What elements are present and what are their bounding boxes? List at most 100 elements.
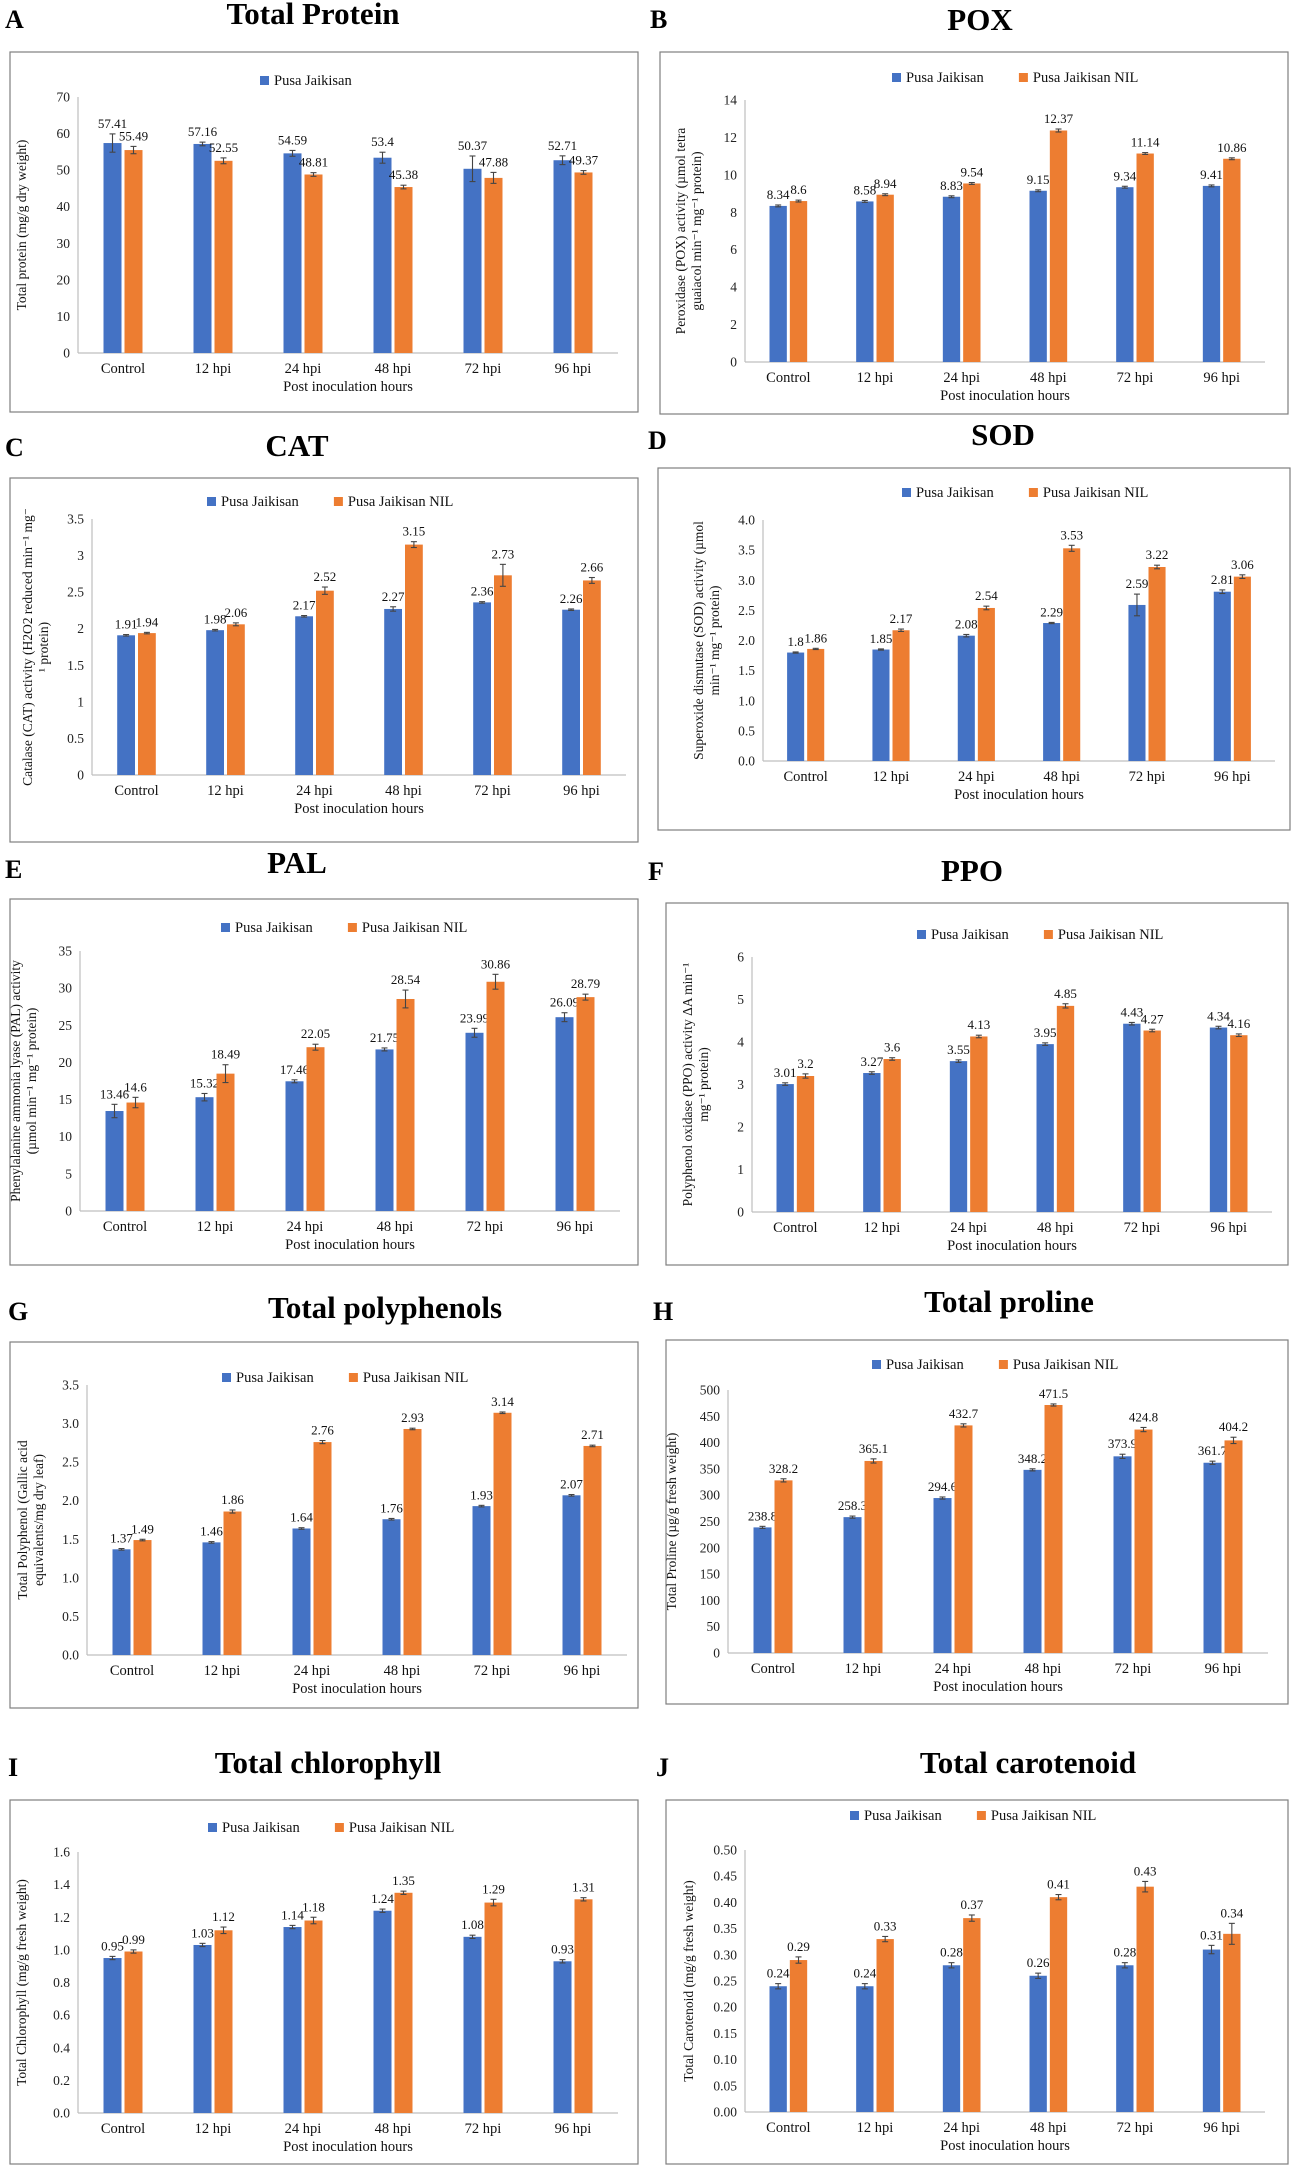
x-tick-label: 24 hpi [943, 2120, 980, 2136]
y-tick-label: 0.25 [713, 1974, 737, 1989]
legend: Pusa Jaikisan Pusa Jaikisan NIL [222, 1370, 468, 1386]
y-axis-label-line: Total Polyphenol (Gallic acid [15, 1440, 30, 1599]
data-label: 1.85 [870, 631, 893, 646]
series-2: 3.2 3.6 4.13 4.85 4.27 4.16 [796, 986, 1251, 1212]
y-axis-label: Catalase (CAT) activity (H2O2 reduced mi… [20, 508, 51, 786]
y-tick-label: 1.5 [62, 1532, 79, 1547]
bar [1136, 1886, 1154, 2112]
legend-swatch [221, 923, 230, 932]
x-tick-label: 48 hpi [375, 2121, 412, 2137]
y-tick-label: 150 [700, 1567, 721, 1582]
data-label: 361.7 [1198, 1443, 1228, 1458]
series-1: 57.41 57.16 54.59 53.4 50.37 52.71 [98, 116, 577, 353]
data-label: 2.76 [311, 1423, 334, 1438]
y-tick-label: 200 [700, 1540, 721, 1555]
data-label: 2.08 [955, 616, 978, 631]
y-tick-label: 1.5 [738, 663, 755, 678]
bar [1209, 1027, 1228, 1212]
data-label: 238.8 [748, 1508, 777, 1523]
data-label: 28.79 [571, 976, 600, 991]
series-2: 0.99 1.12 1.18 1.35 1.29 1.31 [122, 1873, 595, 2113]
y-axis-label-line: Phenylalanine ammonia lyase (PAL) activi… [8, 960, 23, 1202]
data-label: 0.24 [767, 1966, 790, 1981]
data-label: 8.34 [767, 187, 790, 202]
data-label: 8.94 [874, 176, 897, 191]
x-tick-label: 48 hpi [1043, 769, 1080, 785]
bar [949, 1061, 968, 1212]
bar [1224, 1440, 1243, 1653]
data-label: 3.06 [1231, 557, 1254, 572]
legend-swatch [208, 1823, 217, 1832]
panel-e: E PAL 0 5 10 15 20 25 30 35 Phenylalanine ammonia … [5, 845, 639, 1266]
data-label: 373.9 [1108, 1436, 1137, 1451]
data-label: 28.54 [391, 972, 421, 987]
bar [306, 1047, 325, 1211]
bar [396, 998, 415, 1211]
y-tick-label: 50 [57, 163, 71, 178]
panel-g: G Total polyphenols 0.0 0.5 1.0 1.5 2.0 2.5 3.0 3… [8, 1290, 639, 1709]
y-tick-label: 1.5 [67, 658, 84, 673]
x-axis-label: Post inoculation hours [292, 1681, 422, 1697]
panel-letter: F [648, 857, 664, 886]
y-tick-label: 1 [77, 694, 84, 709]
legend-swatch [334, 1823, 344, 1832]
bar [553, 1961, 572, 2113]
bar [876, 1939, 894, 2112]
x-tick-label: 48 hpi [385, 783, 422, 799]
bar [216, 1073, 235, 1211]
bar [195, 1097, 214, 1211]
data-label: 8.6 [790, 182, 807, 197]
bar [1049, 130, 1068, 362]
y-tick-label: 2.5 [738, 603, 755, 618]
bar [970, 1036, 988, 1212]
data-label: 1.46 [200, 1524, 223, 1539]
y-tick-label: 4 [737, 1035, 744, 1050]
y-tick-label: 350 [700, 1461, 721, 1476]
panel-f: F PPO 0 1 2 3 4 5 6 Polyphenol oxidase (PPO) acti… [648, 853, 1289, 1266]
y-tick-label: 1.4 [53, 1877, 70, 1892]
x-tick-label: 12 hpi [197, 1219, 234, 1235]
legend-label: Pusa Jaikisan [235, 920, 313, 936]
y-tick-label: 1.0 [53, 1942, 70, 1957]
x-tick-label: Control [784, 769, 828, 785]
data-label: 4.43 [1120, 1004, 1143, 1019]
bar [1116, 1965, 1134, 2112]
y-tick-label: 35 [59, 944, 73, 959]
y-axis-label-line: ¹ protein) [36, 622, 51, 672]
x-tick-label: Control [101, 361, 145, 377]
panel-j: J Total carotenoid 0.00 0.05 0.10 0.15 0.20 0.2… [656, 1745, 1289, 2165]
y-tick-label: 30 [57, 236, 71, 251]
legend-swatch [998, 1360, 1008, 1369]
y-tick-label: 1.0 [62, 1570, 79, 1585]
bar [484, 177, 503, 353]
bar [555, 1017, 574, 1211]
bar [954, 1425, 973, 1653]
y-axis-label: Superoxide dismutase (SOD) activity (µmo… [691, 521, 722, 760]
y-tick-label: 10 [724, 167, 738, 182]
series-1: 8.34 8.58 8.83 9.15 9.34 9.41 [767, 167, 1223, 362]
x-tick-label: 12 hpi [195, 361, 232, 377]
y-axis-label-line: mg⁻¹ protein) [696, 1047, 711, 1122]
y-tick-label: 8 [730, 205, 737, 220]
x-tick-label: 72 hpi [465, 2121, 502, 2137]
series-2: 1.49 1.86 2.76 2.93 3.14 2.71 [131, 1394, 604, 1655]
data-label: 0.31 [1200, 1927, 1223, 1942]
bar [202, 1542, 221, 1655]
x-axis-label: Post inoculation hours [947, 1238, 1077, 1254]
y-tick-label: 10 [57, 309, 71, 324]
x-tick-label: 48 hpi [1030, 370, 1067, 386]
chart-title: Total proline [924, 1284, 1094, 1319]
y-tick-label: 2.5 [67, 585, 84, 600]
data-label: 8.83 [940, 178, 963, 193]
bar [1044, 1404, 1063, 1653]
y-tick-label: 0 [737, 1205, 744, 1220]
bar [373, 157, 392, 353]
panel-letter: J [656, 1753, 669, 1782]
y-tick-label: 6 [730, 242, 737, 257]
y-tick-label: 450 [700, 1409, 721, 1424]
chart-title: Total carotenoid [920, 1745, 1136, 1780]
legend-swatch [222, 1373, 231, 1382]
x-tick-label: 24 hpi [285, 361, 322, 377]
x-tick-label: 72 hpi [474, 783, 511, 799]
x-tick-label: 96 hpi [1203, 370, 1240, 386]
